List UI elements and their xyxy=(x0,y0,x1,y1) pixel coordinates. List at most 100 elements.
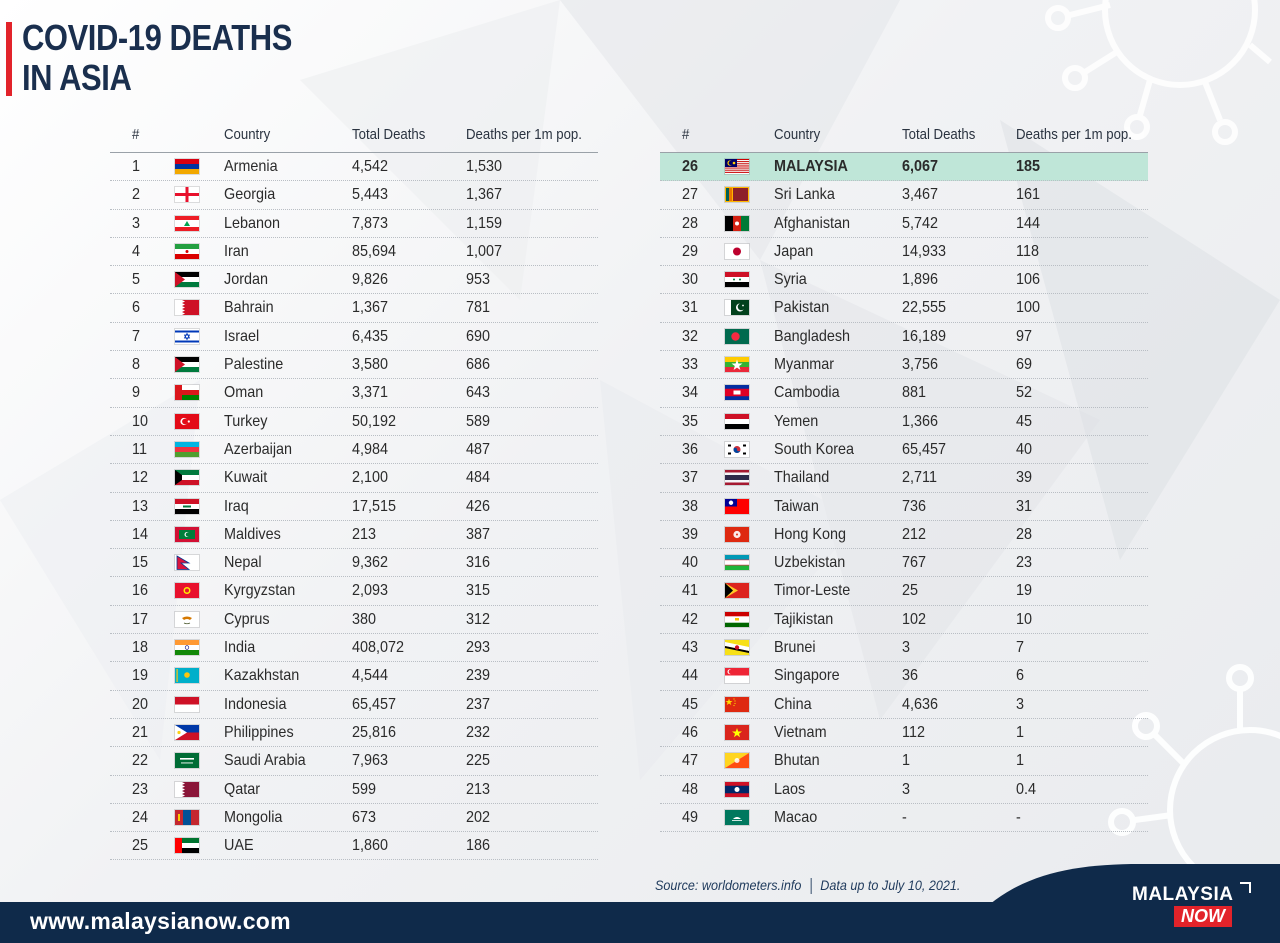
title-accent-bar xyxy=(6,22,12,96)
row-total-deaths: 16,189 xyxy=(902,327,947,345)
table-row: 5 Jordan 9,826 953 xyxy=(110,266,598,295)
row-country: Kazakhstan xyxy=(224,667,300,685)
row-deaths-per-million: 3 xyxy=(1016,695,1025,713)
row-rank: 8 xyxy=(132,356,141,374)
row-total-deaths: 102 xyxy=(902,610,927,628)
row-deaths-per-million: 690 xyxy=(466,327,491,345)
row-rank: 19 xyxy=(132,667,149,685)
row-total-deaths: 6,435 xyxy=(352,327,389,345)
south-korea-flag-icon xyxy=(725,441,749,457)
bangladesh-flag-icon xyxy=(725,328,749,344)
row-country: Cyprus xyxy=(224,610,270,628)
row-country: Turkey xyxy=(224,412,268,430)
row-deaths-per-million: 239 xyxy=(466,667,491,685)
row-deaths-per-million: 10 xyxy=(1016,610,1033,628)
row-rank: 18 xyxy=(132,639,149,657)
row-total-deaths: 5,443 xyxy=(352,186,389,204)
row-country: Palestine xyxy=(224,356,284,374)
table-row: 45 China 4,636 3 xyxy=(660,691,1148,719)
row-total-deaths: 3 xyxy=(902,780,911,798)
row-country: Iran xyxy=(224,242,249,260)
table-row: 40 Uzbekistan 767 23 xyxy=(660,549,1148,578)
row-rank: 43 xyxy=(682,639,699,657)
row-country: Saudi Arabia xyxy=(224,752,306,770)
row-country: Bhutan xyxy=(774,752,820,770)
table-row: 30 Syria 1,896 106 xyxy=(660,266,1148,295)
taiwan-flag-icon xyxy=(725,498,749,514)
row-total-deaths: 4,542 xyxy=(352,158,389,175)
row-country: Brunei xyxy=(774,639,816,657)
table-row: 10 Turkey 50,192 589 xyxy=(110,408,598,436)
table-body: 26 MALAYSIA 6,067 185 27 Sri Lanka 3,467 161 28 A… xyxy=(660,153,1148,833)
row-deaths-per-million: 144 xyxy=(1016,214,1041,232)
date-note: Data up to July 10, 2021. xyxy=(820,877,961,893)
china-flag-icon xyxy=(725,696,749,712)
row-total-deaths: 65,457 xyxy=(902,440,947,458)
row-rank: 30 xyxy=(682,271,699,289)
table-row: 14 Maldives 213 387 xyxy=(110,521,598,550)
row-deaths-per-million: 315 xyxy=(466,582,491,600)
maldives-flag-icon xyxy=(175,526,199,542)
row-total-deaths: 4,544 xyxy=(352,667,389,685)
row-total-deaths: 3,756 xyxy=(902,356,939,374)
table-row: 32 Bangladesh 16,189 97 xyxy=(660,323,1148,352)
row-rank: 28 xyxy=(682,214,699,232)
table-row: 4 Iran 85,694 1,007 xyxy=(110,238,598,267)
row-rank: 40 xyxy=(682,554,699,572)
row-deaths-per-million: 186 xyxy=(466,837,491,855)
row-country: Vietnam xyxy=(774,723,827,741)
row-deaths-per-million: 1 xyxy=(1016,723,1025,741)
table-row: 23 Qatar 599 213 xyxy=(110,776,598,804)
table-row: 47 Bhutan 1 1 xyxy=(660,747,1148,776)
row-deaths-per-million: 6 xyxy=(1016,667,1025,685)
kazakhstan-flag-icon xyxy=(175,668,199,684)
row-country: Pakistan xyxy=(774,299,830,317)
row-deaths-per-million: 45 xyxy=(1016,412,1033,430)
row-rank: 39 xyxy=(682,525,699,543)
bahrain-flag-icon xyxy=(175,300,199,316)
yemen-flag-icon xyxy=(725,413,749,429)
row-rank: 10 xyxy=(132,412,149,430)
row-total-deaths: 4,984 xyxy=(352,440,389,458)
logo-text-bottom: NOW xyxy=(1174,906,1232,927)
website-link[interactable]: www.malaysianow.com xyxy=(30,908,291,934)
cambodia-flag-icon xyxy=(725,385,749,401)
row-rank: 23 xyxy=(132,780,149,798)
row-rank: 7 xyxy=(132,327,141,345)
row-total-deaths: 881 xyxy=(902,384,927,402)
bhutan-flag-icon xyxy=(725,753,749,769)
table-row: 20 Indonesia 65,457 237 xyxy=(110,691,598,719)
lebanon-flag-icon xyxy=(175,215,199,231)
pakistan-flag-icon xyxy=(725,300,749,316)
row-total-deaths: 1,367 xyxy=(352,299,389,317)
row-deaths-per-million: 387 xyxy=(466,525,491,543)
row-deaths-per-million: 293 xyxy=(466,639,491,657)
row-deaths-per-million: 52 xyxy=(1016,384,1033,402)
row-total-deaths: 7,963 xyxy=(352,752,389,770)
indonesia-flag-icon xyxy=(175,696,199,712)
table-row: 12 Kuwait 2,100 484 xyxy=(110,464,598,493)
georgia-flag-icon xyxy=(175,187,199,203)
row-rank: 32 xyxy=(682,327,699,345)
table-row: 3 Lebanon 7,873 1,159 xyxy=(110,210,598,238)
row-deaths-per-million: 1 xyxy=(1016,752,1025,770)
row-total-deaths: 408,072 xyxy=(352,639,405,657)
row-rank: 41 xyxy=(682,582,699,600)
row-total-deaths: 25 xyxy=(902,582,919,600)
row-rank: 33 xyxy=(682,356,699,374)
row-country: Armenia xyxy=(224,158,278,175)
table-row: 8 Palestine 3,580 686 xyxy=(110,351,598,380)
row-rank: 4 xyxy=(132,242,141,260)
table-row: 43 Brunei 3 7 xyxy=(660,634,1148,663)
row-rank: 36 xyxy=(682,440,699,458)
row-deaths-per-million: 19 xyxy=(1016,582,1033,600)
uae-flag-icon xyxy=(175,838,199,854)
source-note: Source: worldometers.info Data up to July… xyxy=(655,877,961,895)
row-country: Taiwan xyxy=(774,497,819,515)
palestine-flag-icon xyxy=(175,357,199,373)
header-country: Country xyxy=(224,126,271,143)
row-total-deaths: 736 xyxy=(902,497,927,515)
row-total-deaths: 2,711 xyxy=(902,469,937,487)
row-total-deaths: 85,694 xyxy=(352,242,397,260)
table-header: # Country Total Deaths Deaths per 1m pop… xyxy=(660,122,1148,153)
